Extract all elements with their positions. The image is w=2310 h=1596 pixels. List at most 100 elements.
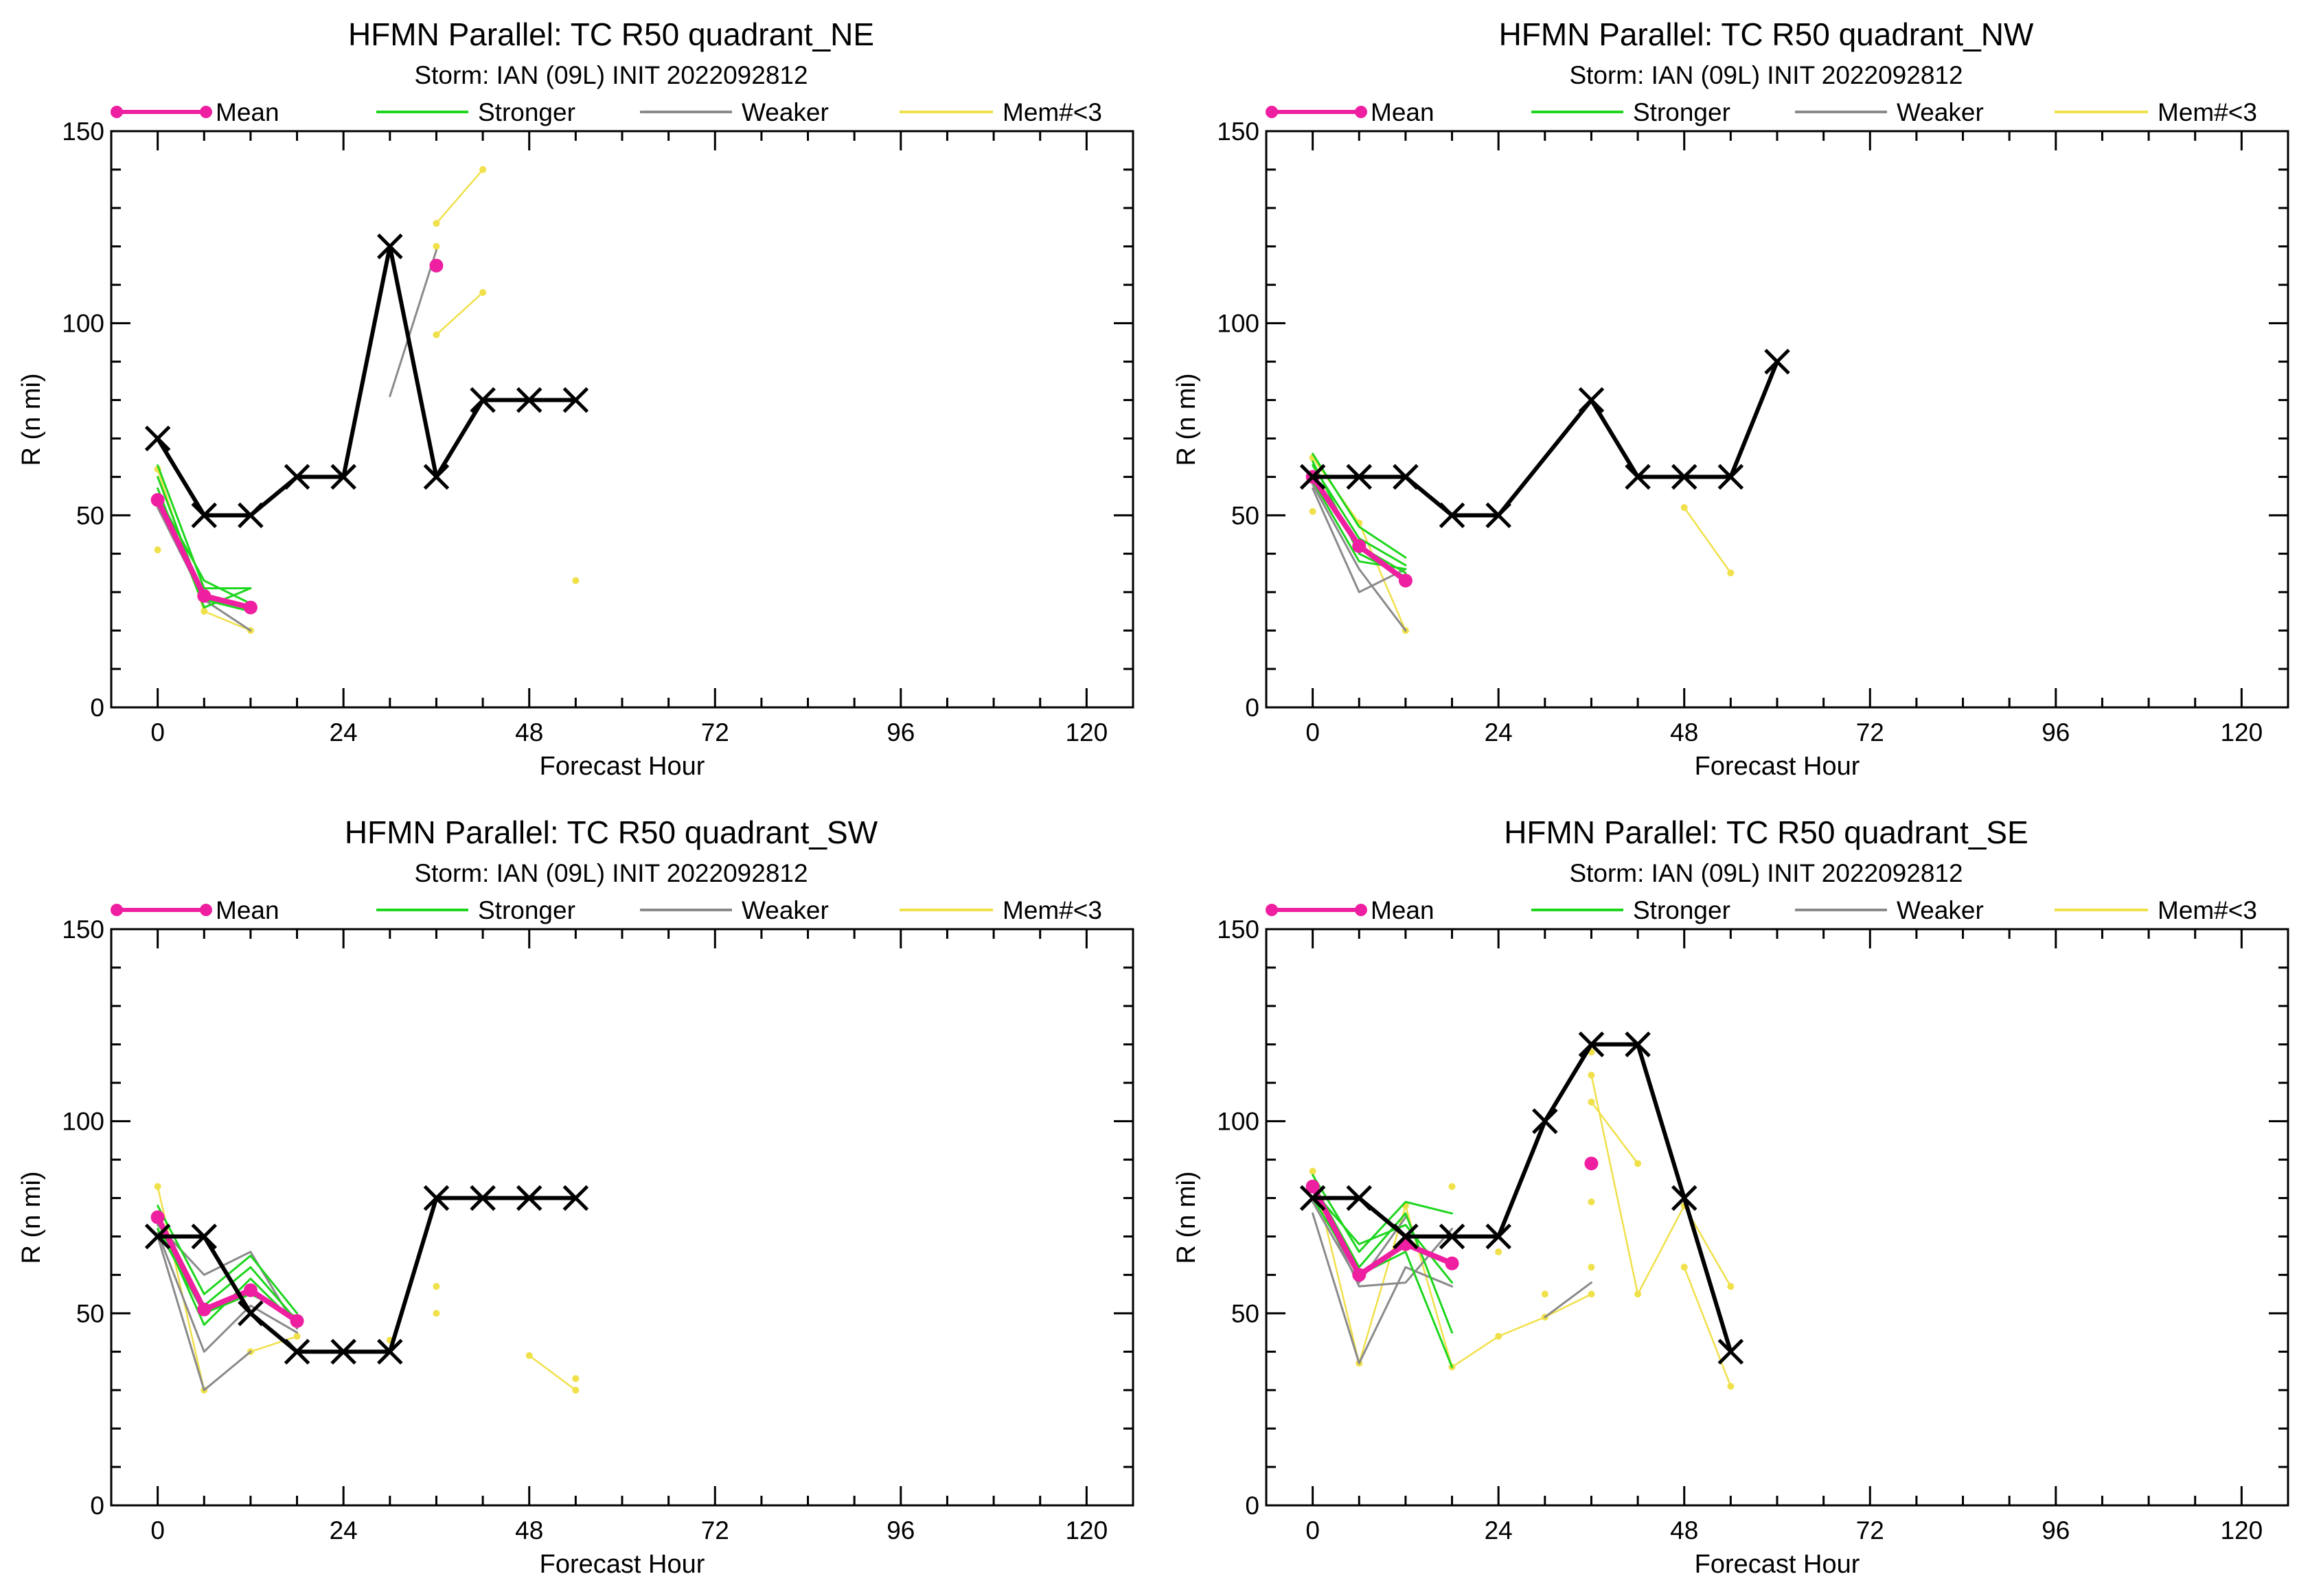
y-tick-label: 100 <box>1217 310 1259 338</box>
data-point-fewmembers <box>1495 1248 1502 1255</box>
data-point-fewmembers <box>572 1387 580 1394</box>
legend-marker-mean <box>1355 904 1367 916</box>
x-tick-label: 96 <box>887 718 915 746</box>
series-line-stronger <box>157 464 252 590</box>
y-tick-label: 50 <box>1231 501 1259 529</box>
data-point-mean <box>1352 539 1366 554</box>
x-axis-label: Forecast Hour <box>1695 752 1860 781</box>
data-point-fewmembers <box>1309 508 1316 515</box>
y-tick-label: 150 <box>1217 915 1259 944</box>
data-point-mean <box>243 1283 258 1297</box>
obs-point <box>1346 1185 1373 1211</box>
obs-point <box>1346 464 1373 490</box>
obs-point <box>470 387 496 413</box>
legend-label-fewmembers: Mem#<3 <box>2158 896 2257 924</box>
series-line-fewmembers <box>435 168 484 225</box>
x-tick-label: 120 <box>2220 1516 2263 1544</box>
obs-point <box>1393 1223 1419 1250</box>
legend-label-fewmembers: Mem#<3 <box>1003 896 1102 924</box>
obs-point <box>1299 464 1326 490</box>
data-point-fewmembers <box>154 1183 161 1190</box>
data-point-fewmembers <box>154 546 161 554</box>
obs-point <box>516 1185 542 1211</box>
data-point-fewmembers <box>201 608 208 615</box>
series-line-stronger <box>1312 464 1407 567</box>
legend-label-stronger: Stronger <box>478 98 575 126</box>
obs-point <box>238 1300 264 1327</box>
legend-marker-mean <box>111 904 123 916</box>
obs-point <box>144 425 171 452</box>
obs-point <box>1485 1223 1511 1250</box>
y-tick-label: 150 <box>1217 117 1259 146</box>
data-point-fewmembers <box>1680 504 1688 512</box>
data-point-fewmembers <box>572 1375 580 1382</box>
data-point-fewmembers <box>1495 1332 1502 1340</box>
legend-label-mean: Mean <box>1371 98 1434 126</box>
x-tick-label: 48 <box>1670 718 1698 746</box>
legend: Mean Stronger Weaker Mem#<3 <box>111 896 1102 924</box>
obs-point <box>284 464 310 490</box>
data-point-fewmembers <box>572 577 580 584</box>
legend-label-weaker: Weaker <box>742 896 829 924</box>
data-point-mean <box>1398 573 1413 588</box>
obs-point <box>377 233 403 260</box>
obs-point <box>1393 464 1419 490</box>
obs-point <box>423 464 450 490</box>
series-line-fewmembers <box>1683 506 1732 574</box>
data-point-fewmembers <box>1541 1290 1548 1298</box>
data-point-mean <box>1445 1256 1459 1270</box>
data-point-fewmembers <box>1309 1167 1316 1175</box>
obs-point <box>423 1185 450 1211</box>
data-point-mean <box>197 589 211 603</box>
obs-point <box>516 387 542 413</box>
y-tick-label: 0 <box>90 694 104 722</box>
obs-point <box>1578 387 1605 413</box>
y-axis-label: R (n mi) <box>17 1171 46 1264</box>
data-point-fewmembers <box>1727 1382 1735 1390</box>
legend-marker-mean <box>111 106 123 118</box>
data-point-fewmembers <box>1448 1183 1456 1190</box>
series-line-weaker <box>1312 1212 1454 1365</box>
plot-area <box>144 1183 589 1394</box>
legend-label-weaker: Weaker <box>1897 896 1984 924</box>
legend-marker-mean <box>1266 904 1278 916</box>
data-point-mean <box>290 1314 304 1328</box>
data-point-fewmembers <box>1588 1098 1595 1106</box>
x-tick-label: 24 <box>1485 718 1513 746</box>
x-axis-label: Forecast Hour <box>1695 1550 1860 1579</box>
data-point-fewmembers <box>1588 1198 1595 1206</box>
data-point-fewmembers <box>479 166 487 173</box>
series-line-fewmembers <box>1590 1101 1639 1165</box>
y-tick-label: 0 <box>90 1492 104 1520</box>
chart-title: HFMN Parallel: TC R50 quadrant_SW <box>345 814 878 850</box>
legend-label-fewmembers: Mem#<3 <box>2158 98 2257 126</box>
chart-title: HFMN Parallel: TC R50 quadrant_SE <box>1504 814 2028 850</box>
data-point-mean <box>150 492 165 507</box>
series-line-fewmembers <box>528 1354 577 1391</box>
legend-label-mean: Mean <box>216 98 279 126</box>
x-tick-label: 24 <box>330 718 358 746</box>
x-tick-label: 96 <box>2042 1516 2070 1544</box>
legend-marker-mean <box>1266 106 1278 118</box>
x-tick-label: 72 <box>701 1516 729 1544</box>
legend-marker-mean <box>1355 106 1367 118</box>
series-line-weaker <box>157 1231 299 1353</box>
plot-area <box>144 166 589 635</box>
chart-panel: HFMN Parallel: TC R50 quadrant_NE Storm: … <box>17 16 1134 781</box>
data-point-mean <box>1584 1156 1599 1171</box>
obs-point <box>562 387 589 413</box>
series-line-fewmembers <box>1683 1266 1732 1387</box>
x-axis-label: Forecast Hour <box>540 1550 705 1579</box>
x-tick-label: 120 <box>2220 718 2263 746</box>
y-tick-label: 100 <box>62 310 104 338</box>
data-point-fewmembers <box>293 1332 301 1340</box>
legend: Mean Stronger Weaker Mem#<3 <box>1266 98 2257 126</box>
obs-point <box>191 502 218 529</box>
x-tick-label: 72 <box>1856 718 1884 746</box>
x-axis-label: Forecast Hour <box>540 752 705 781</box>
x-tick-label: 48 <box>515 718 543 746</box>
obs-point <box>1578 1031 1605 1058</box>
data-point-fewmembers <box>433 1310 440 1317</box>
data-point-fewmembers <box>1727 569 1735 577</box>
